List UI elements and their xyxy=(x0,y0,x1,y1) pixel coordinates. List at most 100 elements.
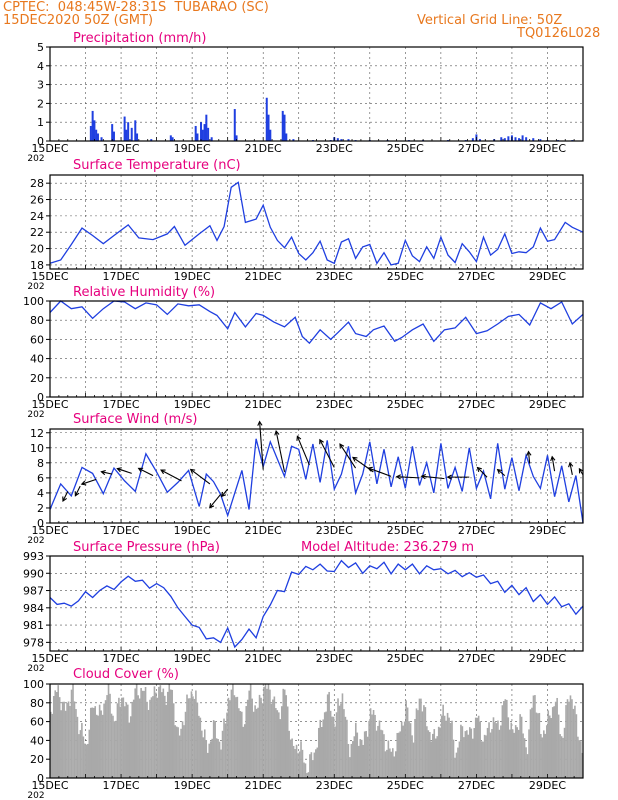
cloud-bar xyxy=(227,697,230,778)
cloud-bar xyxy=(526,754,529,778)
precip-bar xyxy=(507,136,510,141)
cloud-bar xyxy=(347,743,350,778)
cloud-bar xyxy=(372,709,375,778)
cloud-bar xyxy=(89,707,92,778)
cloud-bar xyxy=(409,723,412,778)
cloud-bar xyxy=(457,747,459,778)
cloud-bar xyxy=(295,744,298,778)
wind-arrow-head xyxy=(446,474,452,480)
cloud-bar xyxy=(103,703,105,778)
product-code: TQ0126L028 xyxy=(517,26,601,41)
cloud-bar xyxy=(389,748,391,778)
precip-bar xyxy=(127,122,130,141)
cloud-bar xyxy=(258,694,261,778)
x-tick-label: 21DEC xyxy=(245,142,282,155)
cloud-bar xyxy=(414,718,416,778)
cloud-bar xyxy=(309,754,311,778)
cloud-bar xyxy=(497,720,499,778)
cloud-bar xyxy=(181,721,184,778)
cloud-bar xyxy=(238,708,240,778)
cloud-bar xyxy=(408,721,410,778)
cloud-bar xyxy=(226,712,228,778)
cloud-bar xyxy=(79,730,82,778)
cloud-bar xyxy=(473,728,476,778)
cloud-bar xyxy=(55,692,58,778)
wind-arrow-head xyxy=(296,435,302,441)
panel-rh: 0 20 40 60 80 100 15DEC 17DEC 19DEC 21DEC 23DEC 25D… xyxy=(23,285,584,420)
cloud-bar xyxy=(211,738,213,778)
wind-arrow xyxy=(368,467,392,477)
cloud-bar xyxy=(580,741,582,778)
wind-arrow xyxy=(221,488,229,497)
wind-series-line xyxy=(49,438,584,524)
cloud-bar xyxy=(399,731,402,778)
cloud-bar xyxy=(129,716,132,778)
y-tick-label: 10 xyxy=(30,442,44,455)
cloud-bar xyxy=(218,741,221,778)
cloud-bar xyxy=(430,741,433,778)
precip-bar xyxy=(130,127,133,141)
cloud-bar xyxy=(233,695,236,778)
cloud-bar xyxy=(180,728,182,778)
cloud-bar xyxy=(443,715,446,778)
wind-arrow xyxy=(421,475,445,480)
cloud-bar xyxy=(337,698,339,778)
cloud-bar xyxy=(243,724,246,778)
cloud-bar xyxy=(446,712,449,778)
cloud-bar xyxy=(405,700,407,778)
cloud-bar xyxy=(491,729,493,778)
precip-bar xyxy=(95,129,98,141)
cloud-bar xyxy=(368,720,370,778)
cloud-bar xyxy=(109,693,111,778)
cloud-bar xyxy=(418,698,421,778)
cloud-bar xyxy=(431,733,434,778)
cloud-bar xyxy=(301,749,304,778)
cloud-bar xyxy=(131,701,134,778)
cloud-bar xyxy=(540,733,542,778)
precip-bar xyxy=(207,127,210,141)
cloud-bar xyxy=(85,744,88,778)
precip-bar xyxy=(96,133,99,141)
cloud-bar xyxy=(313,752,316,778)
cloud-bar xyxy=(375,730,378,778)
wind-arrow xyxy=(81,478,97,485)
precip-bar xyxy=(532,138,535,141)
cloud-bar xyxy=(534,695,536,778)
y-tick-label: 978 xyxy=(23,636,44,649)
cloud-bar xyxy=(439,727,441,778)
cloud-bar xyxy=(338,705,341,778)
cloud-bar xyxy=(232,684,234,778)
cloud-title: Cloud Cover (%) xyxy=(73,667,179,682)
precip-bar xyxy=(233,109,236,141)
y-tick-label: 24 xyxy=(30,210,44,223)
x-tick-label: 21DEC xyxy=(245,652,282,665)
cloud-bar xyxy=(147,709,150,778)
x-tick-label: 15DEC xyxy=(31,398,68,411)
x-tick-label: 29DEC xyxy=(529,270,566,283)
cloud-bar xyxy=(125,702,128,778)
cloud-bar xyxy=(511,729,514,778)
cloud-bar xyxy=(377,725,379,778)
wind-arrow-head xyxy=(189,468,196,474)
y-tick-label: 993 xyxy=(23,550,44,563)
x-tick-label: 15DEC xyxy=(31,779,68,792)
cloud-bar xyxy=(403,721,406,778)
wind-title: Surface Wind (m/s) xyxy=(73,412,197,427)
wind-arrow-head xyxy=(352,456,358,462)
cloud-bar xyxy=(97,715,99,778)
cloud-bar xyxy=(164,695,166,778)
cloud-bar xyxy=(454,757,456,778)
cloud-bar xyxy=(134,688,136,778)
cloud-bar xyxy=(581,752,584,778)
panel-wind: 0 2 4 6 8 10 12 15DEC 17DEC 19DEC 21DEC 23DEC 25DEC 2… xyxy=(27,412,584,546)
y-tick-label: 100 xyxy=(23,678,44,691)
x-tick-label: 25DEC xyxy=(387,652,424,665)
cloud-bar xyxy=(554,701,557,778)
cloud-bar xyxy=(152,696,154,778)
cloud-bar xyxy=(208,743,211,778)
rh-title: Relative Humidity (%) xyxy=(73,285,215,300)
cloud-bar xyxy=(124,706,126,778)
y-tick-label: 1 xyxy=(37,116,44,129)
x-tick-label: 15DEC xyxy=(31,142,68,155)
cloud-bar xyxy=(239,711,242,778)
